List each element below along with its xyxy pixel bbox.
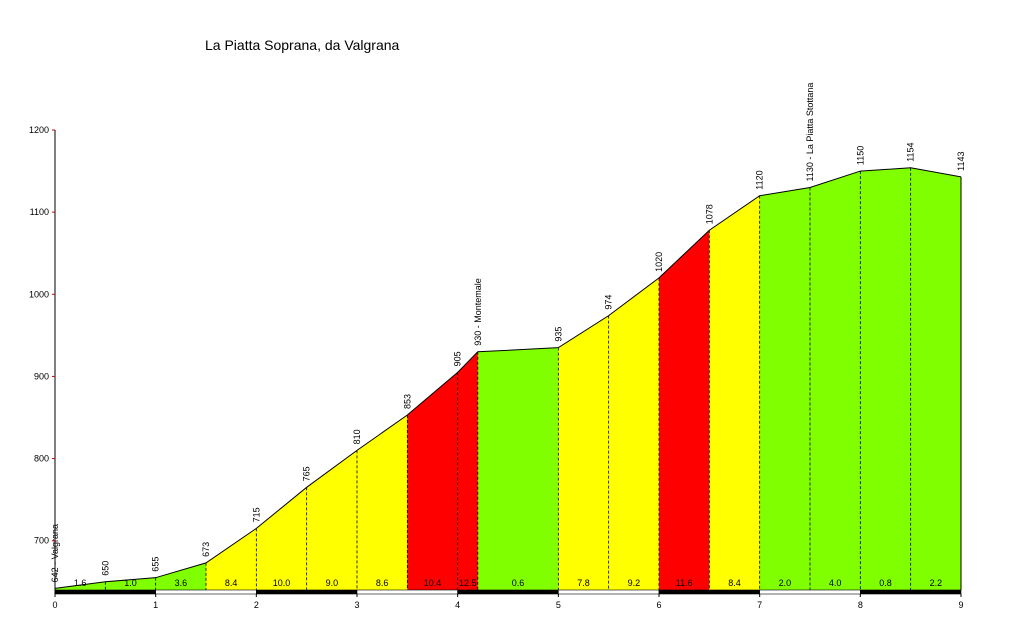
segment-area-6 [357, 415, 408, 590]
y-tick-label-2: 900 [34, 371, 49, 381]
segment-area-14 [759, 187, 810, 590]
point-label-9: 930 - Montemale [473, 278, 483, 346]
point-label-4: 715 [251, 507, 261, 522]
gradient-label-0: 1.6 [74, 578, 87, 588]
segments-layer [55, 167, 961, 591]
segment-area-4 [256, 487, 307, 590]
segment-area-3 [206, 528, 257, 590]
profile-layer [54, 167, 962, 590]
segment-area-17 [910, 167, 961, 591]
y-tick-label-4: 1100 [30, 207, 49, 217]
gradient-label-11: 9.2 [628, 578, 641, 588]
x-tick-label-8: 8 [858, 600, 863, 610]
segment-area-13 [709, 195, 760, 590]
point-label-11: 974 [604, 295, 614, 310]
gradient-label-2: 3.6 [175, 578, 188, 588]
point-label-7: 853 [402, 394, 412, 409]
gradient-label-12: 11.6 [676, 578, 693, 588]
gradient-label-8: 12.5 [459, 578, 477, 588]
distance-bar-5 [558, 589, 660, 595]
point-label-12: 1020 [654, 252, 664, 272]
distance-bar-6 [658, 589, 760, 595]
segment-area-12 [659, 230, 710, 590]
distance-bar-2 [256, 589, 358, 595]
point-label-17: 1154 [906, 142, 916, 161]
point-label-14: 1120 [755, 170, 765, 189]
x-tick-label-7: 7 [757, 600, 762, 610]
segment-area-11 [608, 277, 659, 590]
gradient-label-7: 10.4 [424, 578, 442, 588]
point-label-2: 655 [151, 557, 161, 572]
distance-bar-8 [860, 589, 962, 595]
gradient-label-4: 10.0 [273, 578, 291, 588]
y-tick-label-5: 1200 [29, 125, 49, 135]
point-label-15: 1130 - La Piatta Stottana [805, 83, 815, 182]
gradient-label-17: 2.2 [930, 578, 943, 588]
point-label-13: 1078 [704, 204, 714, 224]
x-tick-label-2: 2 [254, 600, 259, 610]
point-label-16: 1150 [855, 146, 865, 165]
gradient-label-15: 4.0 [829, 578, 842, 588]
segment-area-1 [105, 577, 156, 590]
segment-area-15 [810, 171, 861, 591]
x-tick-label-5: 5 [556, 600, 561, 610]
point-label-10: 935 [553, 327, 563, 342]
gradient-label-1: 1.0 [124, 578, 137, 588]
point-label-5: 765 [302, 466, 312, 481]
gradient-label-5: 9.0 [326, 578, 339, 588]
gradient-label-16: 0.8 [879, 578, 892, 588]
point-label-8: 905 [453, 351, 463, 366]
x-tick-label-1: 1 [153, 600, 158, 610]
gradient-label-14: 2.0 [779, 578, 792, 588]
distance-bar-4 [457, 589, 559, 595]
gradient-label-3: 8.4 [225, 578, 238, 588]
segment-area-7 [407, 372, 458, 590]
segment-area-9 [477, 347, 559, 590]
point-label-6: 810 [352, 429, 362, 444]
y-tick-label-0: 700 [34, 536, 49, 546]
distance-bar-0 [54, 589, 156, 595]
x-tick-label-4: 4 [455, 600, 460, 610]
gradient-label-6: 8.6 [376, 578, 389, 588]
y-tick-label-1: 800 [34, 454, 49, 464]
distance-bar-7 [759, 589, 861, 595]
segment-area-2 [155, 562, 206, 590]
gradient-label-10: 7.8 [577, 578, 590, 588]
x-tick-label-9: 9 [958, 600, 963, 610]
segment-area-8 [457, 351, 478, 590]
axes-layer: 0 1 2 3 4 5 6 7 8 9 700 800 900 1000 1100 1200 [29, 125, 964, 610]
distance-bar-1 [155, 589, 257, 595]
segment-area-5 [306, 450, 357, 590]
x-tick-label-3: 3 [354, 600, 359, 610]
profile-line [54, 167, 962, 589]
segment-area-16 [860, 167, 911, 591]
x-tick-label-0: 0 [52, 600, 57, 610]
y-tick-label-3: 1000 [29, 289, 49, 299]
segment-area-10 [558, 315, 609, 590]
point-label-1: 650 [100, 561, 110, 576]
x-tick-label-6: 6 [656, 600, 661, 610]
point-label-3: 673 [201, 542, 211, 557]
gradient-labels-layer: 1.6 1.0 3.6 8.4 10.0 9.0 8.6 10.4 12.5 0.6 7.8 9.2 1… [74, 578, 942, 588]
gradient-label-9: 0.6 [512, 578, 525, 588]
distance-bar-3 [356, 589, 458, 595]
gradient-label-13: 8.4 [728, 578, 741, 588]
point-label-18: 1143 [956, 151, 966, 170]
chart-title: La Piatta Soprana, da Valgrana [205, 37, 400, 53]
dividers-layer [104, 167, 912, 590]
